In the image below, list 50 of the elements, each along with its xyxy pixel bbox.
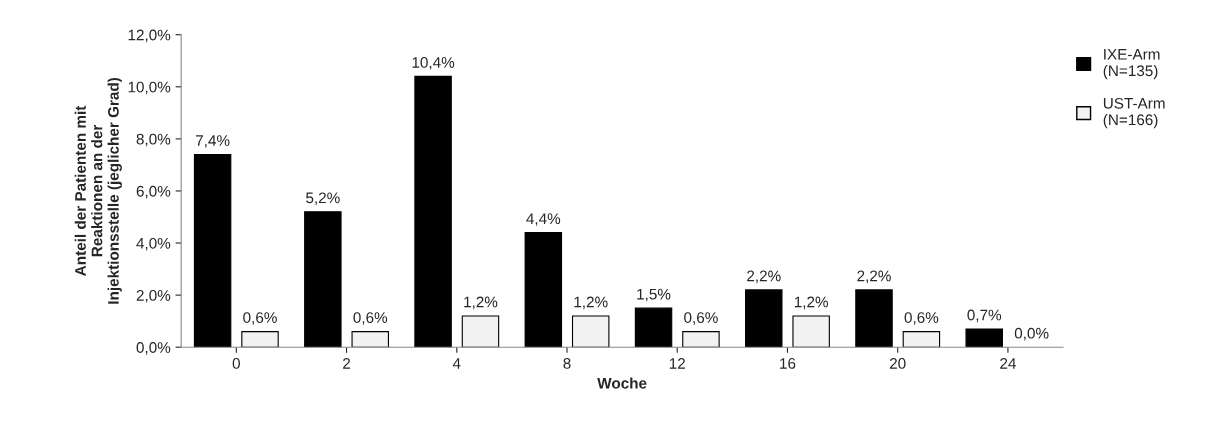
data-label: 0,6%	[243, 312, 277, 325]
x-tick-label: 0	[232, 358, 240, 369]
data-label: 0,0%	[1014, 327, 1049, 341]
data-label: 0,6%	[353, 312, 388, 325]
bar	[902, 331, 941, 348]
data-label: 1,2%	[464, 296, 498, 310]
bar	[193, 153, 232, 348]
data-label: 0,6%	[684, 312, 718, 325]
y-tick-label: 6,0%	[136, 185, 171, 199]
data-label: 5,2%	[306, 192, 340, 206]
data-label: 2,2%	[857, 270, 891, 284]
x-tick-label: 8	[563, 358, 571, 369]
bar	[634, 307, 673, 348]
bar	[241, 331, 279, 348]
bar	[792, 315, 830, 348]
y-tick-label: 10,0%	[128, 81, 171, 95]
data-label: 2,2%	[747, 270, 781, 284]
legend-label: UST-Arm (N=166)	[1103, 97, 1165, 129]
bar	[351, 331, 389, 348]
x-tick-label: 2	[343, 358, 351, 369]
bar	[745, 289, 783, 348]
x-tick-label: 16	[780, 358, 796, 369]
y-axis-title: Anteil der Patienten mit Reaktionen an der Injektionsstelle (jeglicher Grad)	[74, 77, 122, 304]
bar	[855, 289, 893, 348]
x-axis-title: Woche	[597, 377, 647, 389]
data-label: 1,2%	[574, 296, 608, 310]
x-tick-label: 24	[1000, 358, 1016, 369]
data-label: 0,7%	[967, 309, 1002, 323]
data-label: 1,5%	[637, 288, 671, 302]
x-tick-label: 12	[669, 358, 685, 369]
bar	[682, 331, 720, 348]
bar	[304, 211, 342, 348]
y-tick-label: 8,0%	[136, 133, 171, 147]
legend-label: IXE-Arm (N=135)	[1103, 49, 1160, 80]
data-label: 10,4%	[412, 56, 455, 70]
bar	[414, 75, 452, 348]
data-label: 4,4%	[526, 213, 561, 226]
data-label: 1,2%	[794, 296, 829, 310]
bar	[965, 328, 1003, 348]
x-tick-label: 20	[889, 358, 906, 369]
y-tick-label: 12,0%	[128, 29, 171, 43]
data-label: 7,4%	[195, 135, 230, 148]
y-tick-label: 2,0%	[136, 289, 171, 303]
x-tick-label: 4	[452, 358, 461, 369]
y-tick-label: 0,0%	[136, 342, 171, 355]
bar	[524, 232, 563, 348]
data-label: 0,6%	[904, 312, 939, 325]
bar	[571, 315, 610, 348]
bar	[461, 315, 500, 348]
y-tick-label: 4,0%	[136, 237, 171, 251]
